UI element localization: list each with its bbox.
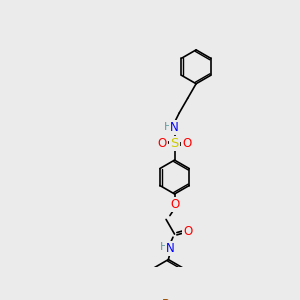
Text: N: N <box>166 242 174 255</box>
Text: O: O <box>182 137 191 150</box>
Text: O: O <box>158 137 167 150</box>
Text: O: O <box>183 225 192 238</box>
Text: H: H <box>164 122 172 132</box>
Text: N: N <box>170 121 179 134</box>
Text: O: O <box>170 198 179 211</box>
Text: Br: Br <box>162 298 175 300</box>
Text: H: H <box>160 242 168 252</box>
Text: S: S <box>170 137 179 150</box>
